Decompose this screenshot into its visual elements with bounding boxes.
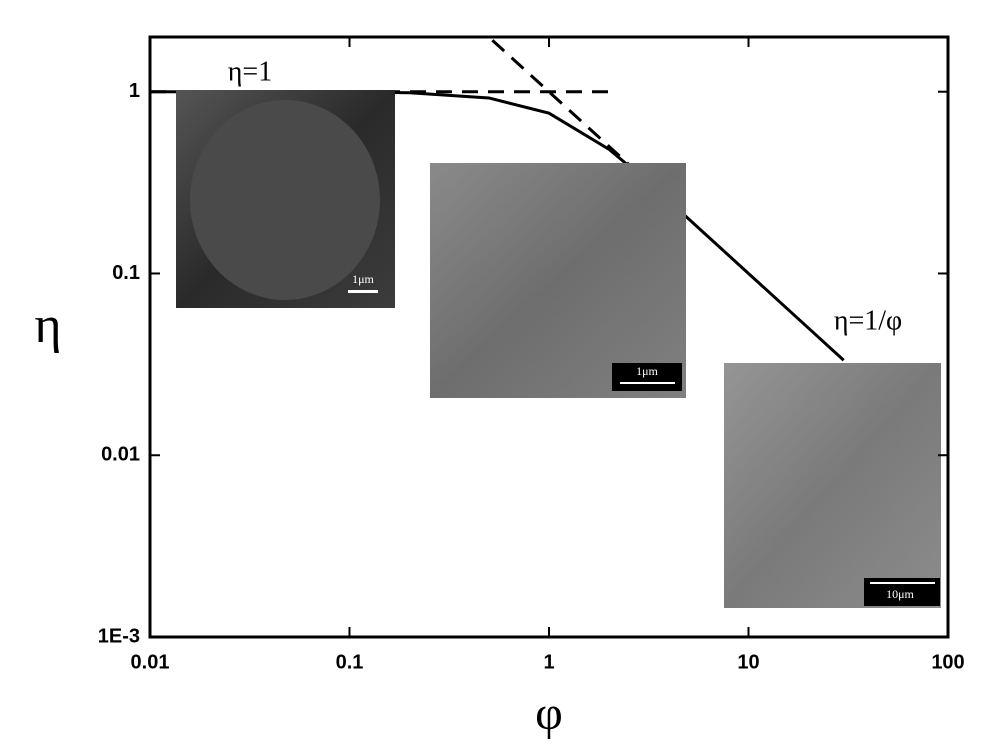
x-tick-label: 0.01 [131,651,170,673]
x-tick-label: 1 [543,651,554,673]
inset-image [430,163,686,398]
inset-image-detail [190,100,380,300]
inset-image [724,363,941,608]
scale-bar-box [612,363,682,391]
insets: 1μm 1μm 10μm [176,90,941,608]
y-tick-label: 0.1 [112,262,140,284]
scale-bar-label: 10μm [886,587,914,601]
annotation: η=1/φ [834,305,902,336]
scale-bar [348,290,378,293]
y-tick-label: 1 [129,80,140,102]
x-tick-label: 100 [931,651,964,673]
annotation: η=1 [228,56,272,87]
x-tick-label: 10 [737,651,759,673]
scale-bar-label: 1μm [636,364,658,378]
y-axis-label: η [34,297,61,354]
y-tick-label: 1E-3 [98,625,140,647]
line-series [491,39,630,166]
y-tick-label: 0.01 [101,444,140,466]
x-tick-label: 0.1 [336,651,364,673]
scale-bar-label: 1μm [352,272,374,286]
x-axis-label: φ [535,687,563,740]
